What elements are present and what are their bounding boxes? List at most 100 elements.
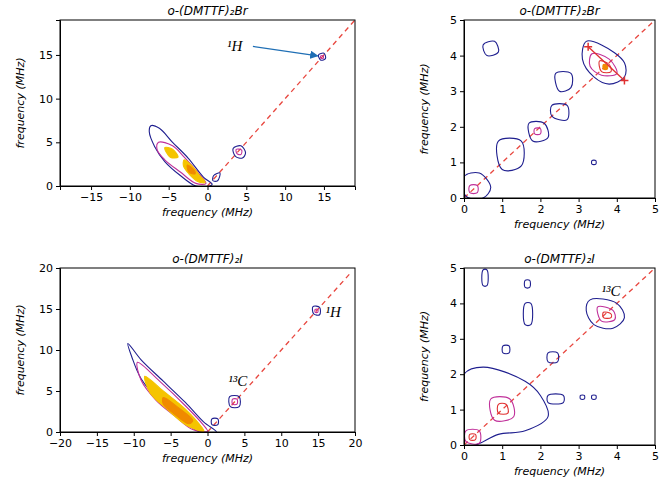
- tick-label: 5: [450, 262, 457, 275]
- tick-label: 5: [450, 14, 457, 27]
- contour: [547, 394, 564, 404]
- contour: [497, 138, 525, 171]
- annotation: ¹³C: [602, 283, 622, 299]
- tick: 4: [450, 297, 464, 310]
- tick-label: 10: [39, 344, 53, 357]
- marker: [584, 43, 592, 51]
- plot-area: [128, 272, 352, 432]
- contour: [497, 403, 508, 414]
- y-axis-title: frequency (MHz): [14, 304, 27, 395]
- tick-label: 10: [279, 191, 293, 204]
- frame: [60, 20, 355, 186]
- tick-mark: [460, 268, 464, 269]
- axis-line: [56, 21, 61, 187]
- contour: [469, 185, 478, 194]
- axis-line: [56, 269, 61, 433]
- tick: 1: [499, 445, 506, 463]
- tick: 1: [499, 198, 506, 216]
- tick-mark: [56, 268, 60, 269]
- tick-mark: [460, 91, 464, 92]
- tick: 5: [450, 14, 464, 27]
- annotation: ¹H: [326, 304, 342, 320]
- contour: [315, 309, 318, 313]
- filled-contour: [187, 165, 195, 174]
- tick: 15: [312, 432, 326, 450]
- contour: [213, 173, 221, 182]
- tick-mark: [244, 432, 245, 436]
- x-axis: 012345: [461, 445, 659, 463]
- y-axis-title: frequency (MHz): [418, 311, 431, 402]
- tick: 10: [39, 344, 60, 357]
- panel: 012345012345o-(DMTTF)₂Ifrequency (MHz)fr…: [418, 252, 659, 478]
- axis-line: [465, 446, 656, 450]
- marker: [620, 77, 628, 85]
- contour: [233, 146, 246, 159]
- contour: [229, 396, 241, 408]
- tick: 2: [450, 121, 464, 134]
- tick: 0: [205, 186, 212, 204]
- tick-mark: [285, 186, 286, 190]
- x-axis-title: frequency (MHz): [162, 206, 253, 219]
- tick-mark: [208, 432, 209, 436]
- title: o-(DMTTF)₂I: [524, 252, 595, 266]
- y-axis: 051015: [39, 21, 61, 194]
- tick: 4: [614, 198, 621, 216]
- tick: 3: [576, 445, 583, 463]
- line: [464, 20, 655, 198]
- tick-label: 1: [450, 156, 457, 169]
- tick-mark: [540, 198, 541, 202]
- tick-label: 1: [499, 203, 506, 216]
- tick: 5: [652, 445, 659, 463]
- contour: [321, 56, 324, 59]
- contour: [528, 121, 549, 141]
- contour: [589, 53, 617, 76]
- filled-contour: [183, 160, 205, 183]
- tick-label: 20: [39, 262, 53, 275]
- tick-label: 0: [461, 203, 468, 216]
- tick-label: 0: [46, 426, 53, 439]
- contour: [547, 352, 559, 363]
- tick-mark: [460, 20, 464, 21]
- tick: 15: [317, 186, 331, 204]
- tick: 10: [279, 186, 293, 204]
- tick: 2: [537, 198, 544, 216]
- frame: [464, 20, 655, 198]
- tick: 0: [205, 432, 212, 450]
- tick-label: 0: [46, 180, 53, 193]
- tick-mark: [460, 303, 464, 304]
- contour: [232, 399, 238, 405]
- tick-label: 1: [450, 404, 457, 417]
- tick-label: 0: [450, 192, 457, 205]
- contour: [603, 312, 612, 318]
- tick-mark: [460, 127, 464, 128]
- contour: [128, 343, 217, 432]
- tick: 5: [46, 385, 60, 398]
- tick-mark: [56, 186, 60, 187]
- tick-label: 15: [312, 437, 326, 450]
- tick-mark: [502, 198, 503, 202]
- tick-label: 5: [652, 450, 659, 463]
- filled-contour: [162, 397, 192, 423]
- tick-label: 1: [499, 450, 506, 463]
- contour: [490, 397, 515, 422]
- tick-label: 15: [39, 49, 53, 62]
- x-axis: −20−15−10−505101520: [49, 432, 363, 450]
- tick: 15: [39, 49, 60, 62]
- contour: [469, 434, 476, 441]
- tick-label: 0: [205, 437, 212, 450]
- tick: −10: [123, 432, 146, 450]
- contour: [318, 53, 325, 60]
- tick-mark: [655, 198, 656, 202]
- tick-label: 10: [275, 437, 289, 450]
- panel: 012345012345o-(DMTTF)₂Brfrequency (MHz)f…: [418, 4, 659, 231]
- panel: −15−10−5051015051015o-(DMTTF)₂Brfrequenc…: [14, 4, 356, 219]
- tick-label: −10: [119, 191, 142, 204]
- plot-area: [149, 20, 355, 186]
- tick: 10: [39, 93, 60, 106]
- y-axis: 012345: [450, 262, 465, 452]
- contour: [550, 104, 569, 121]
- tick-mark: [502, 445, 503, 449]
- tick-label: 0: [205, 191, 212, 204]
- contour: [592, 160, 597, 164]
- tick-label: −10: [123, 437, 146, 450]
